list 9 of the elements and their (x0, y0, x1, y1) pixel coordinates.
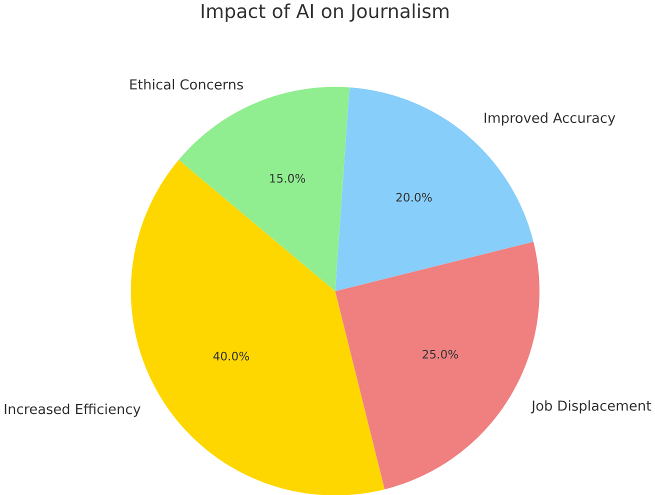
chart-title: Impact of AI on Journalism (202, 3, 448, 22)
slice-label: Increased Efficiency (4, 403, 140, 417)
slice-label: Job Displacement (530, 400, 652, 414)
slice-label: Ethical Concerns (130, 78, 243, 90)
data-label: 15.0% (270, 174, 306, 183)
data-label: 40.0% (213, 352, 250, 360)
slice-label: Improved Accuracy (484, 112, 616, 126)
data-label: 20.0% (396, 192, 432, 202)
data-label: 25.0% (422, 350, 458, 358)
